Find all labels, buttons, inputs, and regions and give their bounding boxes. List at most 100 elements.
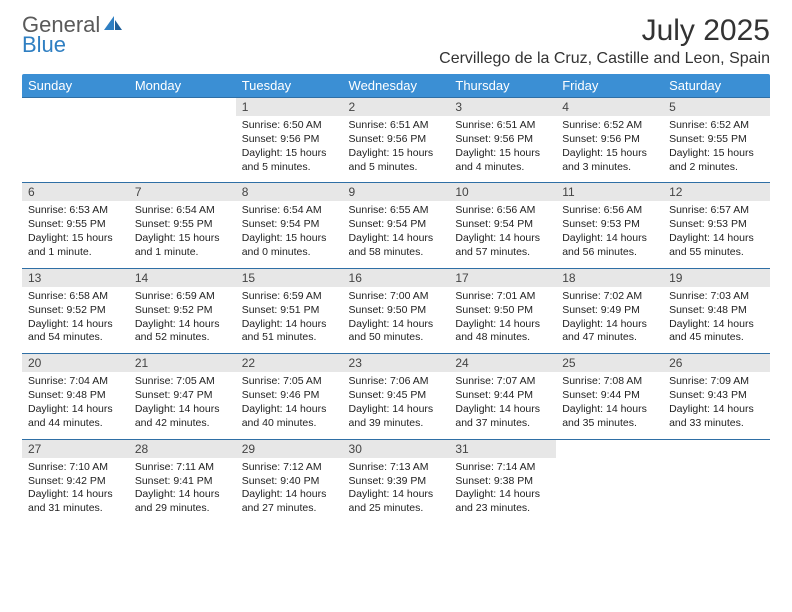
brand-line2: Blue [22,32,66,57]
day-body: Sunrise: 7:02 AMSunset: 9:49 PMDaylight:… [556,287,663,353]
day-line: Sunrise: 7:01 AM [455,290,550,304]
day-number: 11 [556,183,663,201]
day-line: Sunrise: 6:54 AM [242,204,337,218]
day-number: 13 [22,269,129,287]
calendar-cell [22,98,129,183]
day-number: 12 [663,183,770,201]
day-line: Sunrise: 7:14 AM [455,461,550,475]
day-number: 27 [22,440,129,458]
day-line: and 58 minutes. [349,246,444,260]
day-line: Sunset: 9:55 PM [135,218,230,232]
day-header: Monday [129,74,236,98]
calendar-cell [663,439,770,524]
day-body: Sunrise: 6:59 AMSunset: 9:51 PMDaylight:… [236,287,343,353]
day-number: 4 [556,98,663,116]
day-line: and 3 minutes. [562,161,657,175]
day-number: 28 [129,440,236,458]
calendar-week: 13Sunrise: 6:58 AMSunset: 9:52 PMDayligh… [22,268,770,353]
day-line: Sunrise: 6:50 AM [242,119,337,133]
day-line: Sunrise: 7:12 AM [242,461,337,475]
day-body: Sunrise: 7:03 AMSunset: 9:48 PMDaylight:… [663,287,770,353]
day-line: and 37 minutes. [455,417,550,431]
day-number: 17 [449,269,556,287]
day-line: Daylight: 14 hours [242,318,337,332]
calendar-cell [556,439,663,524]
day-line: Daylight: 14 hours [669,232,764,246]
day-body: Sunrise: 7:12 AMSunset: 9:40 PMDaylight:… [236,458,343,524]
calendar-cell [129,98,236,183]
day-line: and 2 minutes. [669,161,764,175]
calendar-cell: 29Sunrise: 7:12 AMSunset: 9:40 PMDayligh… [236,439,343,524]
day-number: 3 [449,98,556,116]
day-line: and 50 minutes. [349,331,444,345]
day-line: Sunset: 9:56 PM [242,133,337,147]
day-line: Daylight: 14 hours [349,318,444,332]
day-line: Sunrise: 7:03 AM [669,290,764,304]
day-body: Sunrise: 6:51 AMSunset: 9:56 PMDaylight:… [343,116,450,182]
day-line: and 1 minute. [28,246,123,260]
day-line: Sunrise: 6:54 AM [135,204,230,218]
day-line: and 39 minutes. [349,417,444,431]
brand-logo: General Blue [22,14,124,55]
day-line: Sunrise: 6:52 AM [562,119,657,133]
day-body: Sunrise: 6:54 AMSunset: 9:55 PMDaylight:… [129,201,236,267]
day-line: Sunrise: 6:56 AM [562,204,657,218]
day-line: and 44 minutes. [28,417,123,431]
day-line: Sunrise: 7:06 AM [349,375,444,389]
day-number: 21 [129,354,236,372]
calendar-week: 27Sunrise: 7:10 AMSunset: 9:42 PMDayligh… [22,439,770,524]
day-line: Daylight: 14 hours [135,488,230,502]
calendar-cell: 17Sunrise: 7:01 AMSunset: 9:50 PMDayligh… [449,268,556,353]
day-number: 30 [343,440,450,458]
day-line: Daylight: 14 hours [349,488,444,502]
day-line: and 27 minutes. [242,502,337,516]
calendar-wrap: SundayMondayTuesdayWednesdayThursdayFrid… [0,74,792,524]
day-line: Daylight: 14 hours [135,403,230,417]
calendar-cell: 31Sunrise: 7:14 AMSunset: 9:38 PMDayligh… [449,439,556,524]
day-body: Sunrise: 7:05 AMSunset: 9:47 PMDaylight:… [129,372,236,438]
day-line: Sunset: 9:56 PM [562,133,657,147]
day-line: Sunrise: 6:57 AM [669,204,764,218]
day-line: Sunset: 9:46 PM [242,389,337,403]
day-line: Sunrise: 6:59 AM [135,290,230,304]
day-line: Daylight: 14 hours [28,403,123,417]
day-line: Sunrise: 6:55 AM [349,204,444,218]
day-line: Sunset: 9:53 PM [562,218,657,232]
day-line: Sunrise: 6:51 AM [455,119,550,133]
day-line: and 42 minutes. [135,417,230,431]
day-line: Daylight: 14 hours [28,318,123,332]
day-body: Sunrise: 7:07 AMSunset: 9:44 PMDaylight:… [449,372,556,438]
calendar-week: 20Sunrise: 7:04 AMSunset: 9:48 PMDayligh… [22,354,770,439]
day-number: 16 [343,269,450,287]
day-line: Sunrise: 7:04 AM [28,375,123,389]
day-body: Sunrise: 7:08 AMSunset: 9:44 PMDaylight:… [556,372,663,438]
day-line: Daylight: 14 hours [242,403,337,417]
day-line: Sunset: 9:38 PM [455,475,550,489]
day-body: Sunrise: 6:53 AMSunset: 9:55 PMDaylight:… [22,201,129,267]
day-line: and 35 minutes. [562,417,657,431]
day-line: Sunrise: 7:00 AM [349,290,444,304]
day-line: Sunset: 9:55 PM [669,133,764,147]
day-body: Sunrise: 6:52 AMSunset: 9:56 PMDaylight:… [556,116,663,182]
day-line: Sunrise: 7:08 AM [562,375,657,389]
day-line: and 0 minutes. [242,246,337,260]
page-header: General Blue July 2025 Cervillego de la … [0,0,792,74]
day-body: Sunrise: 6:56 AMSunset: 9:54 PMDaylight:… [449,201,556,267]
day-body: Sunrise: 7:10 AMSunset: 9:42 PMDaylight:… [22,458,129,524]
day-line: Sunrise: 6:58 AM [28,290,123,304]
day-line: Daylight: 14 hours [349,403,444,417]
calendar-cell: 26Sunrise: 7:09 AMSunset: 9:43 PMDayligh… [663,354,770,439]
day-line: and 1 minute. [135,246,230,260]
day-number: 7 [129,183,236,201]
calendar-head: SundayMondayTuesdayWednesdayThursdayFrid… [22,74,770,98]
day-line: Sunrise: 6:59 AM [242,290,337,304]
day-line: Sunset: 9:41 PM [135,475,230,489]
day-body: Sunrise: 7:06 AMSunset: 9:45 PMDaylight:… [343,372,450,438]
day-header: Wednesday [343,74,450,98]
day-body: Sunrise: 6:54 AMSunset: 9:54 PMDaylight:… [236,201,343,267]
day-line: and 5 minutes. [242,161,337,175]
day-line: and 23 minutes. [455,502,550,516]
day-line: Sunset: 9:56 PM [349,133,444,147]
calendar-cell: 18Sunrise: 7:02 AMSunset: 9:49 PMDayligh… [556,268,663,353]
sail-icon [102,14,124,35]
